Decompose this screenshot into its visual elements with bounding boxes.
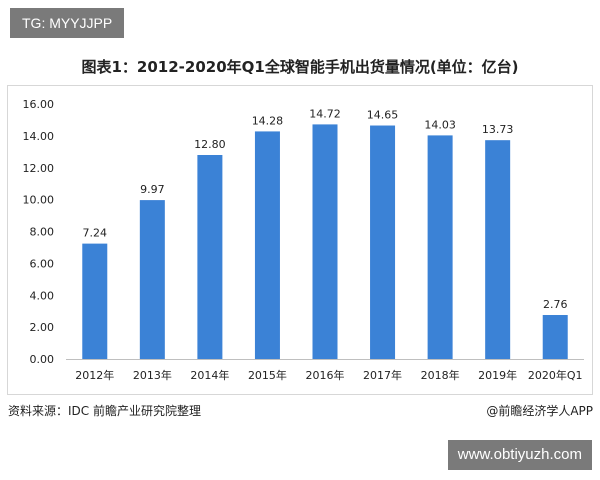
bar-value-label: 9.97: [140, 183, 165, 196]
y-tick-label: 10.00: [23, 194, 55, 207]
bar-8: [542, 315, 568, 359]
x-category-label: 2012年: [75, 368, 114, 382]
y-tick-label: 0.00: [30, 353, 55, 366]
x-category-label: 2017年: [363, 368, 402, 382]
bar-3: [254, 131, 280, 359]
bar-value-label: 2.76: [543, 298, 568, 311]
x-category-label: 2020年Q1: [528, 368, 583, 382]
x-category-label: 2016年: [306, 368, 345, 382]
y-tick-label: 8.00: [30, 226, 55, 239]
bar-value-label: 14.72: [309, 107, 341, 120]
bar-value-label: 12.80: [194, 138, 226, 151]
bar-value-label: 7.24: [83, 227, 108, 240]
bar-value-label: 14.28: [252, 114, 284, 127]
y-tick-label: 16.00: [23, 98, 55, 111]
x-category-label: 2018年: [421, 368, 460, 382]
bar-value-label: 13.73: [482, 123, 514, 136]
chart-title: 图表1：2012-2020年Q1全球智能手机出货量情况(单位：亿台): [81, 58, 519, 76]
bar-chart: 0.00 2.00 4.00 6.00 8.00 10.00 12.00 14.00 16.00…: [23, 98, 584, 382]
y-tick-label: 4.00: [30, 289, 55, 302]
bar-6: [427, 135, 453, 359]
y-tick-label: 2.00: [30, 321, 55, 334]
y-tick-label: 12.00: [23, 162, 55, 175]
x-category-label: 2013年: [133, 368, 172, 382]
bar-5: [370, 125, 396, 359]
y-tick-label: 14.00: [23, 130, 55, 143]
source-note: 资料来源：IDC 前瞻产业研究院整理: [8, 404, 201, 418]
bar-4: [312, 124, 338, 360]
x-category-label: 2015年: [248, 368, 287, 382]
chart-frame: 0.00 2.00 4.00 6.00 8.00 10.00 12.00 14.00 16.00…: [7, 85, 593, 395]
bar-value-label: 14.65: [367, 109, 399, 122]
bar-0: [82, 243, 108, 359]
watermark-tag-top: TG: MYYJJPP: [10, 8, 125, 38]
x-category-label: 2014年: [190, 368, 229, 382]
y-tick-label: 6.00: [30, 257, 55, 270]
bar-7: [485, 140, 511, 359]
bar-1: [139, 200, 165, 359]
brand-credit: @前瞻经济学人APP: [486, 404, 593, 418]
bar-value-label: 14.03: [424, 118, 456, 131]
x-category-label: 2019年: [478, 368, 517, 382]
bar-2: [197, 155, 223, 359]
watermark-tag-bottom: www.obtiyuzh.com: [447, 440, 592, 470]
